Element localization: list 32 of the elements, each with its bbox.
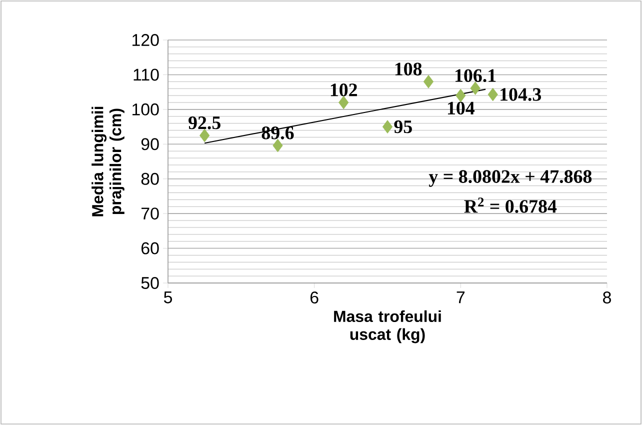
y-tick-label: 120 (132, 34, 159, 46)
y-tick-label: 90 (141, 138, 159, 150)
data-label: 108 (395, 62, 422, 76)
annotation: y = 8.0802x + 47.868 (428, 170, 592, 187)
x-tick-label: 8 (603, 292, 611, 304)
point (456, 88, 466, 102)
data-label: 102 (330, 84, 357, 96)
x-tick-label: 7 (456, 292, 465, 304)
data-label: 92.5 (188, 116, 220, 130)
y-tick-label: 50 (141, 277, 159, 289)
point (272, 138, 283, 152)
data-label: 104 (448, 102, 475, 115)
point (382, 120, 393, 134)
x-axis-title: Masa trofeului uscat (kg) (334, 310, 441, 344)
data-label: 89.6 (262, 126, 294, 140)
y-tick-label: 80 (141, 172, 159, 185)
y-axis-title: Media lungimii prajinilor (cm) (92, 106, 124, 216)
point (338, 96, 349, 110)
point (488, 88, 498, 102)
data-label: 104.3 (500, 88, 541, 101)
data-label: 95 (394, 120, 412, 134)
y-tick-label: 70 (142, 208, 159, 220)
y-tick-label: 110 (134, 68, 159, 81)
point (423, 74, 434, 88)
x-tick-label: 5 (164, 292, 172, 304)
y-tick-label: 60 (142, 242, 159, 254)
x-tick-label: 6 (310, 292, 318, 304)
y-tick-label: 100 (132, 103, 159, 116)
data-label: 106.1 (456, 69, 496, 82)
point (200, 128, 210, 142)
annotation: R$^{2}$ = 0.6784 (464, 198, 557, 213)
point (470, 82, 480, 95)
